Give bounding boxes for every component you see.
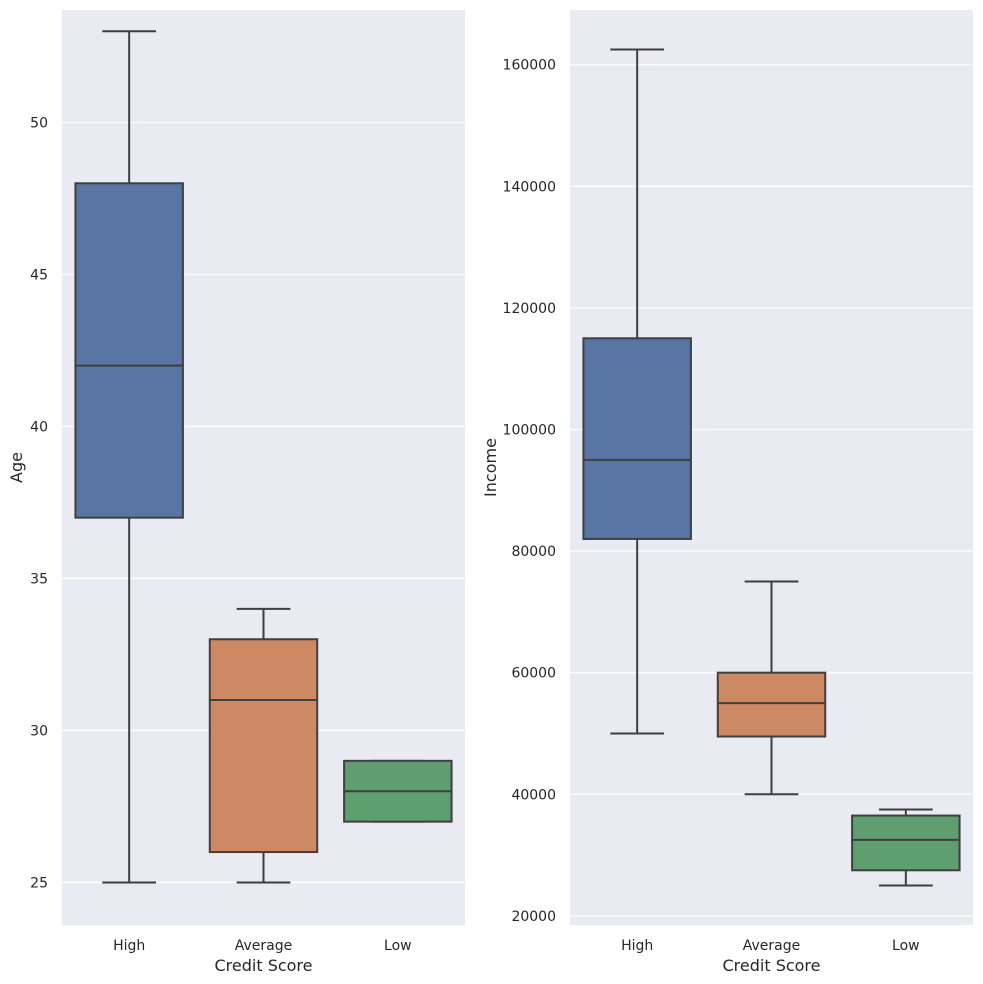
- box-body: [208, 638, 319, 854]
- box-low: [851, 808, 961, 887]
- box-low: [343, 759, 453, 823]
- box-average: [716, 580, 827, 796]
- y-tick-label: 100000: [503, 423, 556, 439]
- x-axis-label: Credit Score: [214, 956, 312, 975]
- y-tick-label: 60000: [511, 666, 556, 682]
- y-tick-label: 80000: [511, 544, 556, 560]
- y-tick-label: 25: [30, 875, 48, 891]
- x-tick-label: Average: [235, 938, 293, 954]
- y-tick-label: 140000: [503, 179, 556, 195]
- box-average: [208, 607, 319, 884]
- y-tick-label: 40: [30, 419, 48, 435]
- y-axis-label: Age: [7, 452, 26, 483]
- y-tick-label: 160000: [503, 58, 556, 74]
- y-tick-label: 35: [30, 571, 48, 587]
- x-tick-label: Average: [743, 938, 801, 954]
- x-tick-label: High: [113, 938, 145, 954]
- x-axis-label: Credit Score: [722, 956, 820, 975]
- box-body: [851, 814, 961, 872]
- subplot-2: 20000 40000 60000 80000 100000 120000 140000 16…: [481, 10, 973, 975]
- y-tick-label: 120000: [503, 301, 556, 317]
- subplot-1: 25 30 35 40 45 50 High Average Low Credit Score Ag…: [7, 10, 465, 975]
- y-tick-label: 20000: [511, 909, 556, 925]
- box-high: [582, 48, 692, 735]
- y-tick-label: 50: [30, 115, 48, 131]
- x-tick-label: Low: [384, 938, 412, 954]
- y-tick-label: 40000: [511, 787, 556, 803]
- box-body: [74, 182, 184, 519]
- y-axis-label: Income: [481, 438, 500, 497]
- x-tick-label: High: [621, 938, 653, 954]
- y-tick-label: 30: [30, 723, 48, 739]
- box-body: [716, 671, 827, 738]
- x-tick-label: Low: [892, 938, 920, 954]
- box-body: [582, 337, 692, 540]
- y-tick-label: 45: [30, 267, 48, 283]
- box-high: [74, 30, 184, 884]
